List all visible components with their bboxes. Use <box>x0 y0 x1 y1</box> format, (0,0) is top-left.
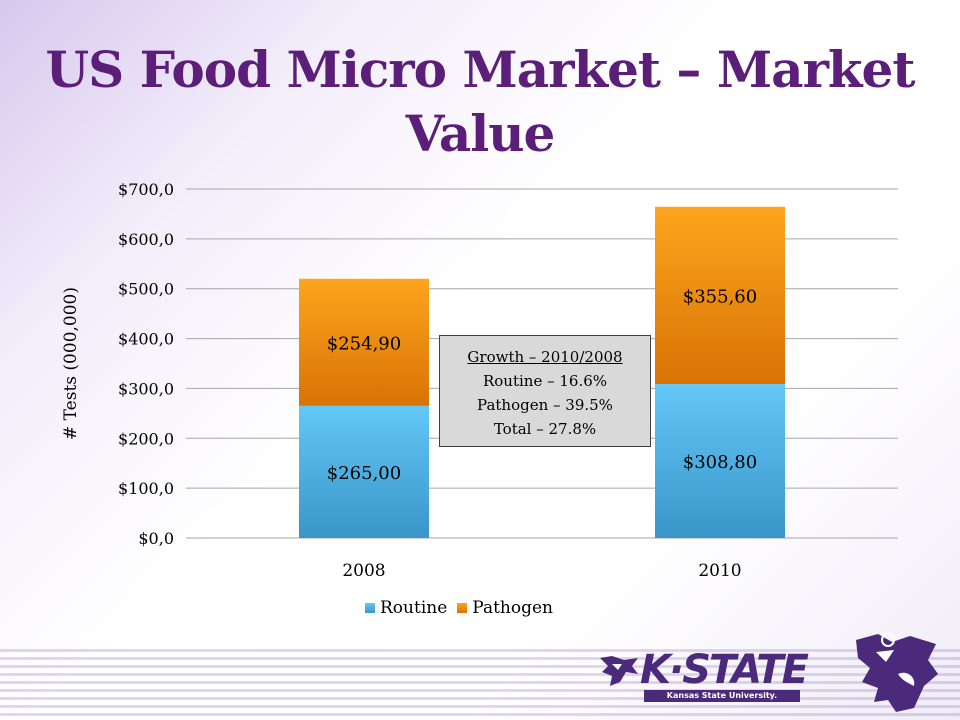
legend-swatch-pathogen <box>457 603 468 613</box>
growth-line-routine: Routine – 16.6% <box>482 372 608 390</box>
y-tick-label: $400,0 <box>118 330 174 349</box>
legend-item-routine: Routine <box>365 598 447 618</box>
footer-stripes <box>0 644 960 720</box>
legend-swatch-routine <box>365 603 375 613</box>
data-label-pathogen-2010: $355,60 <box>683 286 757 307</box>
bar-routine-2008 <box>299 405 429 538</box>
wildcat-small-icon <box>600 656 638 686</box>
legend-item-pathogen: Pathogen <box>457 598 553 618</box>
growth-line-pathogen: Pathogen – 39.5% <box>477 396 613 414</box>
legend-label-pathogen: Pathogen <box>472 598 553 618</box>
data-label-pathogen-2008: $254,90 <box>327 333 401 354</box>
bar-pathogen-2010 <box>655 206 785 385</box>
x-tick-label: 2010 <box>698 561 741 581</box>
y-tick-label: $500,0 <box>118 280 174 299</box>
y-tick-label: $200,0 <box>118 429 174 448</box>
kstate-logo: K·STATE Kansas State University. <box>598 648 809 702</box>
y-tick-label: $600,0 <box>118 230 174 249</box>
y-tick-label: $0,0 <box>138 529 174 548</box>
x-tick-label: 2008 <box>342 561 385 581</box>
wildcat-logo-icon <box>856 633 938 712</box>
chart-legend: Routine Pathogen <box>365 597 559 619</box>
bar-pathogen-2008 <box>299 278 429 406</box>
slide-title: US Food Micro Market – Market Value <box>45 40 916 163</box>
logo-wordmark: K·STATE <box>640 647 809 693</box>
bar-routine-2010 <box>655 384 785 538</box>
logo-subtitle: Kansas State University. <box>644 690 800 702</box>
data-label-routine-2010: $308,80 <box>683 452 757 473</box>
y-axis-label: # Tests (000,000) <box>61 287 81 440</box>
growth-title: Growth – 2010/2008 <box>467 348 623 366</box>
y-tick-label: $700,0 <box>118 180 174 199</box>
data-label-routine-2008: $265,00 <box>327 463 401 484</box>
y-tick-label: $100,0 <box>118 479 174 498</box>
legend-label-routine: Routine <box>380 598 448 618</box>
growth-line-total: Total – 27.8% <box>493 420 597 438</box>
stacked-bar-chart: $0,0 $100,0 $200,0 $300,0 $400,0 $500,0 $600,0… <box>61 180 898 581</box>
growth-annotation-box: Growth – 2010/2008 Routine – 16.6% Patho… <box>439 335 651 447</box>
y-tick-label: $300,0 <box>118 379 174 398</box>
